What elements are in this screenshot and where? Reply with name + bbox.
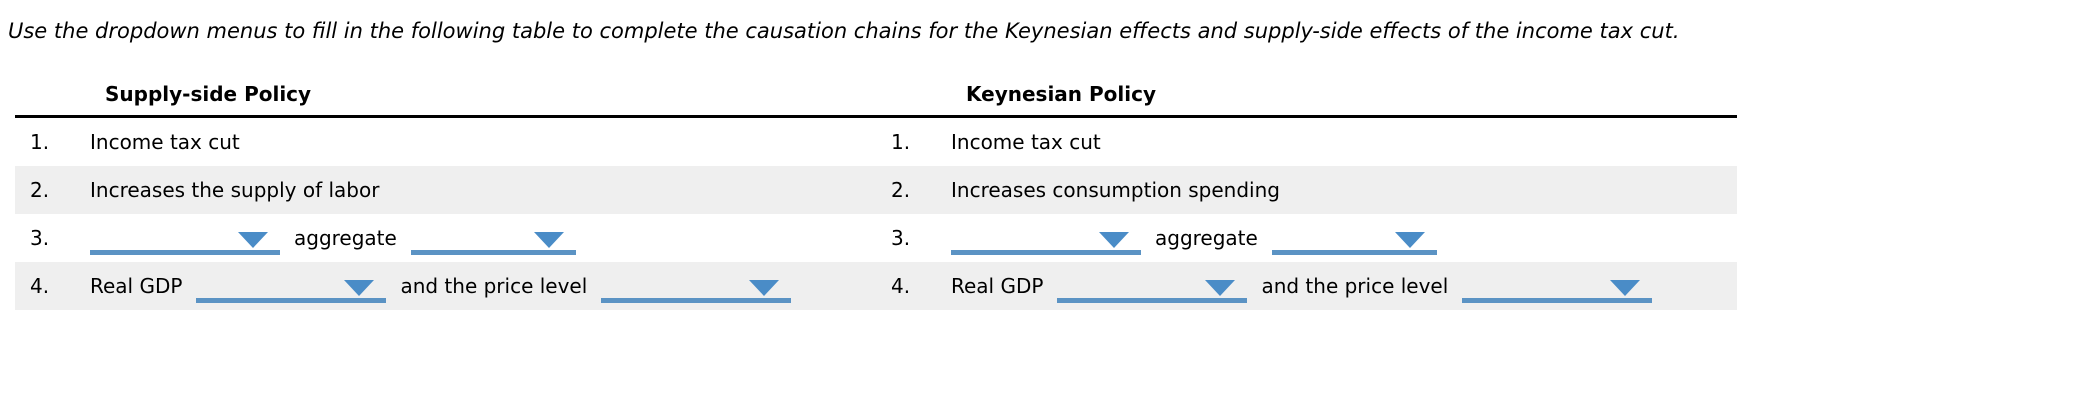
keynesian-aggregate-change-dropdown[interactable] [951, 221, 1141, 255]
table-row-2: 2. Increases the supply of labor 2. Incr… [15, 166, 1737, 214]
keynesian-step2-cell: 2. Increases consumption spending [876, 178, 1737, 202]
supply-side-price-level-change-dropdown[interactable] [601, 269, 792, 303]
keynesian-step2-text: Increases consumption spending [951, 178, 1280, 202]
column-header-keynesian: Keynesian Policy [966, 82, 1157, 106]
keynesian-step1-text: Income tax cut [951, 130, 1101, 154]
keynesian-step1-cell: 1. Income tax cut [876, 130, 1737, 154]
row-number: 3. [30, 226, 50, 250]
supply-side-step2-cell: 2. Increases the supply of labor [15, 178, 876, 202]
causation-table: Supply-side Policy Keynesian Policy 1. I… [15, 59, 1737, 310]
keynesian-aggregate-curve-dropdown[interactable] [1271, 221, 1437, 255]
header-cell-supply-side: Supply-side Policy [15, 82, 876, 106]
keynesian-step4-cell: 4. Real GDP and the price level [876, 269, 1737, 303]
keynesian-step3-cell: 3. aggregate [876, 221, 1737, 255]
instruction-text: Use the dropdown menus to fill in the fo… [8, 19, 1680, 43]
supply-side-aggregate-curve-dropdown[interactable] [410, 221, 576, 255]
row-number: 1. [891, 130, 911, 154]
dropdown-arrow-icon [1610, 280, 1641, 296]
keynesian-real-gdp-change-dropdown[interactable] [1057, 269, 1248, 303]
dropdown-arrow-icon [1099, 232, 1129, 248]
keynesian-step4-content: Real GDP and the price level [951, 269, 1653, 303]
table-row-4: 4. Real GDP and the price level 4. [15, 262, 1737, 310]
header-cell-keynesian: Keynesian Policy [876, 82, 1737, 106]
supply-side-step1-text: Income tax cut [90, 130, 240, 154]
keynesian-step4-pre-label: Real GDP [951, 274, 1044, 298]
dropdown-arrow-icon [749, 280, 780, 296]
supply-side-step3-content: aggregate [90, 221, 576, 255]
keynesian-step4-mid-label: and the price level [1261, 274, 1449, 298]
supply-side-step4-cell: 4. Real GDP and the price level [15, 269, 876, 303]
dropdown-arrow-icon [1394, 232, 1425, 248]
supply-side-step4-content: Real GDP and the price level [90, 269, 792, 303]
dropdown-arrow-icon [238, 232, 268, 248]
keynesian-price-level-change-dropdown[interactable] [1462, 269, 1653, 303]
keynesian-step3-label: aggregate [1155, 226, 1258, 250]
supply-side-step4-mid-label: and the price level [400, 274, 588, 298]
keynesian-step3-content: aggregate [951, 221, 1437, 255]
dropdown-arrow-icon [533, 232, 564, 248]
supply-side-step4-pre-label: Real GDP [90, 274, 183, 298]
table-header-row: Supply-side Policy Keynesian Policy [15, 59, 1737, 118]
dropdown-arrow-icon [1205, 280, 1236, 296]
table-row-1: 1. Income tax cut 1. Income tax cut [15, 118, 1737, 166]
row-number: 2. [30, 178, 50, 202]
supply-side-step3-cell: 3. aggregate [15, 221, 876, 255]
row-number: 3. [891, 226, 911, 250]
row-number: 1. [30, 130, 50, 154]
supply-side-step2-text: Increases the supply of labor [90, 178, 380, 202]
row-number: 4. [891, 274, 911, 298]
supply-side-step3-label: aggregate [294, 226, 397, 250]
supply-side-real-gdp-change-dropdown[interactable] [196, 269, 387, 303]
table-row-3: 3. aggregate 3. [15, 214, 1737, 262]
row-number: 2. [891, 178, 911, 202]
column-header-supply-side: Supply-side Policy [105, 82, 312, 106]
dropdown-arrow-icon [344, 280, 375, 296]
exercise-page: Use the dropdown menus to fill in the fo… [0, 4, 2084, 310]
supply-side-aggregate-change-dropdown[interactable] [90, 221, 280, 255]
supply-side-step1-cell: 1. Income tax cut [15, 130, 876, 154]
row-number: 4. [30, 274, 50, 298]
